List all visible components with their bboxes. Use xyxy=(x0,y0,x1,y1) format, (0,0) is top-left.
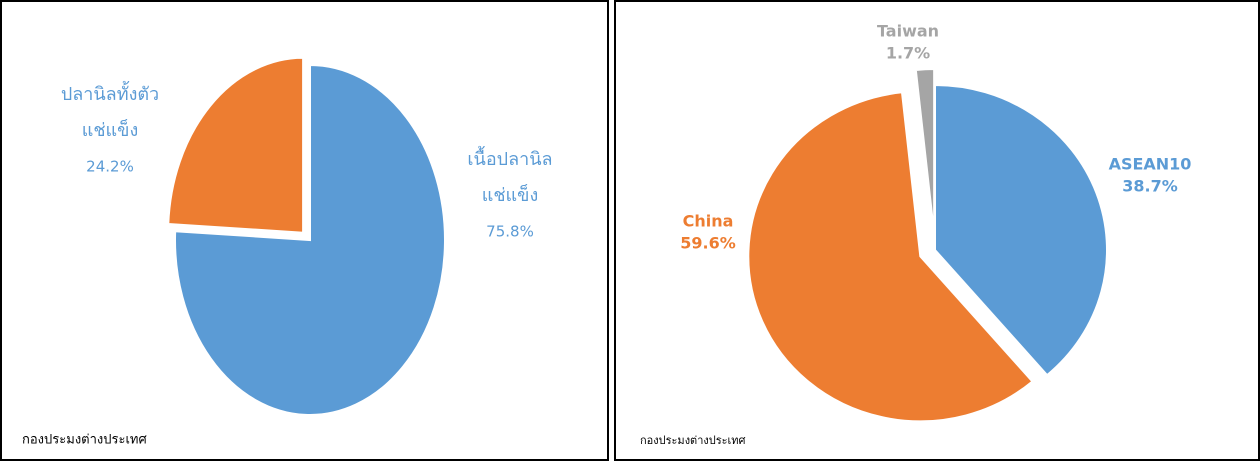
value-label: 24.2% xyxy=(86,158,134,176)
value-label: 59.6% xyxy=(680,234,736,253)
source-note: กองประมงต่างประเทศ xyxy=(640,434,746,447)
slice-label: ปลานิลทั้งตัว xyxy=(61,81,159,105)
slice-label: แช่แข็ง xyxy=(482,183,539,206)
slice-label: เนื้อปลานิล xyxy=(467,146,552,170)
pie-slice xyxy=(914,68,936,235)
pie-slice xyxy=(167,56,305,234)
slice-label: ASEAN10 xyxy=(1109,155,1192,174)
value-label: 75.8% xyxy=(486,223,534,241)
pie-slice xyxy=(174,63,446,416)
slice-label: China xyxy=(683,212,734,231)
slice-label: แช่แข็ง xyxy=(82,118,139,141)
pie-slice xyxy=(934,83,1108,377)
pie-slice xyxy=(747,91,1034,423)
source-note: กองประมงต่างประเทศ xyxy=(22,433,147,448)
slice-label: Taiwan xyxy=(877,22,939,41)
value-label: 1.7% xyxy=(886,44,930,63)
value-label: 38.7% xyxy=(1122,177,1178,196)
